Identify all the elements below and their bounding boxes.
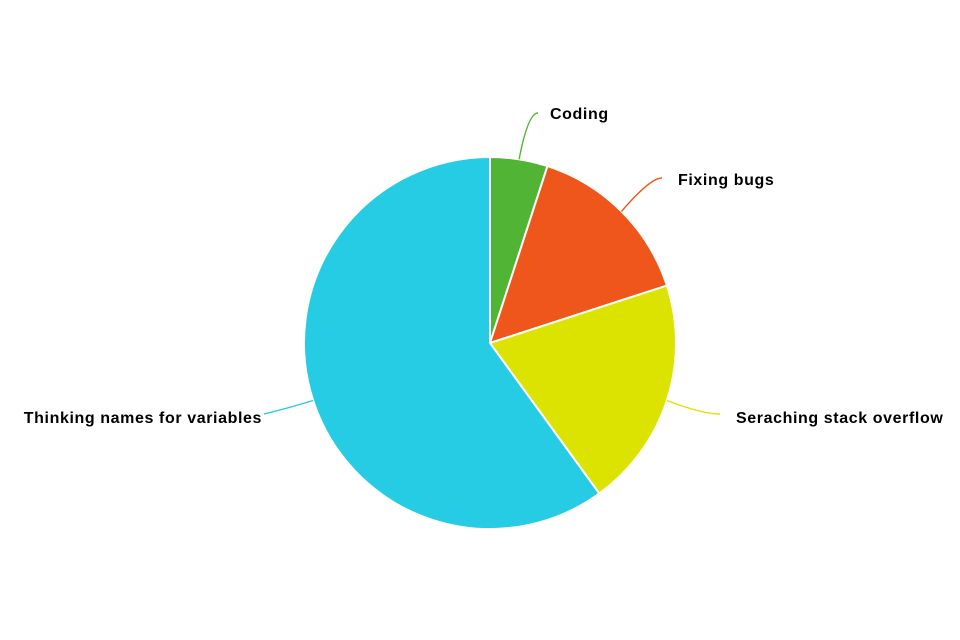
slices-layer <box>303 156 677 530</box>
leader-line-seraching-stack-overflow <box>666 399 721 415</box>
pie-slice-thinking-names-for-variables <box>303 156 601 530</box>
leader-line-fixing-bugs <box>620 177 663 212</box>
leader-line-thinking-names-for-variables <box>263 399 314 415</box>
slice-label-seraching-stack-overflow: Seraching stack overflow <box>736 410 943 427</box>
slice-label-fixing-bugs: Fixing bugs <box>678 172 774 189</box>
slice-label-coding: Coding <box>550 106 609 123</box>
leader-line-coding <box>518 112 539 160</box>
pie-slice-seraching-stack-overflow <box>489 284 677 495</box>
slice-label-thinking-names-for-variables: Thinking names for variables <box>24 410 262 427</box>
labels-layer: Coding Fixing bugs Seraching stack overflo… <box>24 106 943 427</box>
leader-lines-layer <box>263 112 721 415</box>
